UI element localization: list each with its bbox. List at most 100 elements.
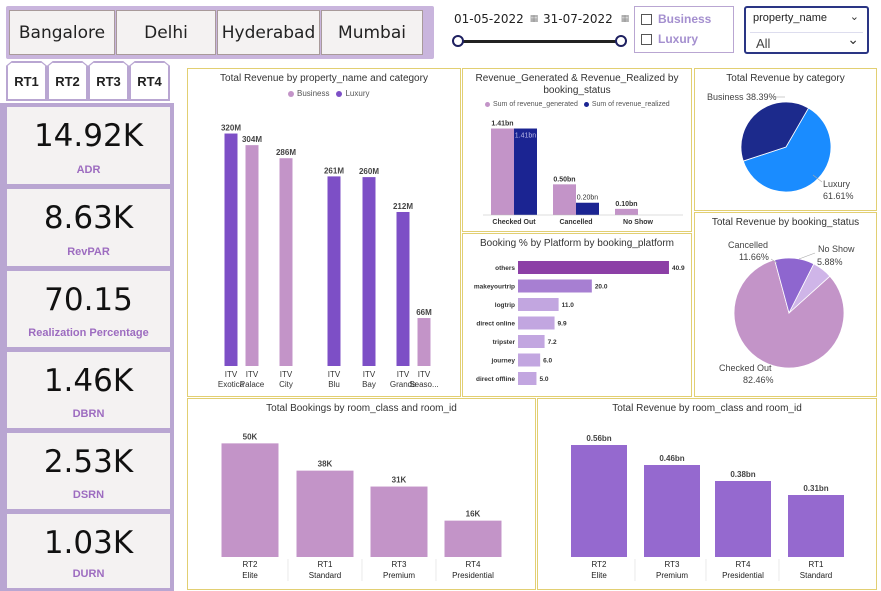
room-tab-rt4[interactable]: RT4 xyxy=(130,62,169,100)
kpi-value: 1.46K xyxy=(43,363,134,399)
chevron-down-icon[interactable]: ⌄ xyxy=(849,11,859,23)
chart-bookings-by-room[interactable]: Total Bookings by room_class and room_id… xyxy=(187,398,536,590)
dropdown-value-box[interactable]: All ⌄ xyxy=(750,31,863,51)
data-label: 50K xyxy=(243,432,258,441)
city-tab-mumbai[interactable]: Mumbai xyxy=(321,10,423,55)
pie-label: Cancelled xyxy=(728,240,768,250)
date-slicer-end[interactable]: 31-07-2022 ▦ xyxy=(543,8,629,30)
data-label: 66M xyxy=(416,308,432,317)
pie-label: Checked Out xyxy=(719,363,772,373)
date-slicer-start[interactable]: 01-05-2022 ▦ xyxy=(454,8,538,30)
chart-revenue-by-status[interactable]: Total Revenue by booking_status Checked … xyxy=(694,212,877,397)
bookings-bar-svg: 50K RT2 Elite 38K RT1 Standard 31K RT3 Premium 16… xyxy=(221,432,502,581)
chart-title: Total Revenue by category xyxy=(726,73,845,84)
pie-label: Luxury xyxy=(823,179,851,189)
category-option-luxury[interactable]: Luxury xyxy=(641,31,698,47)
axis-tick-label: ITV xyxy=(397,370,410,379)
chart-revenue-by-category[interactable]: Total Revenue by category Business 38.39… xyxy=(694,68,877,211)
revenue-bar xyxy=(224,133,238,366)
data-label: 304M xyxy=(242,135,262,144)
city-tab-bangalore[interactable]: Bangalore xyxy=(9,10,115,55)
calendar-icon[interactable]: ▦ xyxy=(529,14,539,24)
pie-leader-line xyxy=(770,258,778,264)
revenue-bar xyxy=(245,145,259,366)
platform-bar xyxy=(518,353,541,367)
category-option-business[interactable]: Business xyxy=(641,11,711,27)
axis-tick-label: direct online xyxy=(476,321,515,328)
chart-revenue-by-property[interactable]: Total Revenue by property_name and categ… xyxy=(187,68,461,397)
chart-title: Total Revenue by booking_status xyxy=(711,217,860,228)
revenue-bar xyxy=(417,318,431,366)
city-tab-delhi[interactable]: Delhi xyxy=(116,10,216,55)
data-label: 7.2 xyxy=(548,339,557,346)
end-date-text: 31-07-2022 xyxy=(543,12,613,26)
generated-bar xyxy=(553,184,576,215)
platform-bar-svg: others 40.9 makeyourtrip 20.0 logtrip 11.0 dir… xyxy=(474,261,685,385)
axis-tick-label: City xyxy=(279,380,293,389)
chart-title: Total Bookings by room_class and room_id xyxy=(266,403,457,414)
revenue-bar xyxy=(396,211,410,366)
city-slicer: Bangalore Delhi Hyderabad Mumbai xyxy=(6,6,434,59)
checkbox-icon[interactable] xyxy=(641,13,652,25)
axis-tick-label: direct offline xyxy=(476,376,515,383)
axis-tick-label: Elite xyxy=(242,571,258,580)
checkbox-icon[interactable] xyxy=(641,33,652,45)
axis-tick-label: RT1 xyxy=(809,560,825,569)
chart-generated-vs-realized[interactable]: Revenue_Generated & Revenue_Realized by … xyxy=(462,68,692,232)
data-label: 0.46bn xyxy=(659,454,684,463)
calendar-icon[interactable]: ▦ xyxy=(620,14,630,24)
axis-tick-label: logtrip xyxy=(495,302,515,309)
data-label: 9.9 xyxy=(558,321,567,328)
kpi-label: DURN xyxy=(72,568,105,580)
data-label: 11.0 xyxy=(562,302,575,309)
axis-tick-label: Grands xyxy=(390,380,416,389)
axis-tick-label: RT1 xyxy=(318,560,334,569)
pie-label: 11.66% xyxy=(739,252,769,262)
property-dropdown[interactable]: property_name ⌄ All ⌄ xyxy=(744,6,869,54)
axis-tick-label: RT4 xyxy=(736,560,752,569)
date-slider-track[interactable] xyxy=(458,40,622,43)
chart-revenue-by-room[interactable]: Total Revenue by room_class and room_id … xyxy=(537,398,877,590)
axis-tick-label: No Show xyxy=(623,219,653,226)
room-tab-rt2[interactable]: RT2 xyxy=(48,62,87,100)
room-bar xyxy=(296,470,354,557)
axis-tick-label: RT3 xyxy=(665,560,681,569)
chart-title: Revenue_Generated & Revenue_Realized by … xyxy=(475,73,679,96)
data-label: 40.9 xyxy=(672,265,685,272)
city-tab-hyderabad[interactable]: Hyderabad xyxy=(217,10,320,55)
legend-dot-generated xyxy=(485,102,490,107)
date-slider-start-handle[interactable] xyxy=(452,35,464,47)
chart-booking-platform[interactable]: Booking % by Platform by booking_platfor… xyxy=(462,233,692,397)
revenue-bar xyxy=(279,158,293,366)
realized-bar xyxy=(514,128,537,215)
kpi-card-dsrn: 2.53K DSRN xyxy=(6,432,171,510)
axis-tick-label: Palace xyxy=(240,380,265,389)
axis-tick-label: ITV xyxy=(246,370,259,379)
data-label: 5.0 xyxy=(539,376,548,383)
axis-tick-label: Elite xyxy=(591,571,607,580)
room-tab-rt1[interactable]: RT1 xyxy=(7,62,46,100)
pie-slice-checked-out xyxy=(733,259,845,369)
data-label: 0.31bn xyxy=(803,484,828,493)
axis-tick-label: tripster xyxy=(493,339,516,346)
data-label: 260M xyxy=(359,167,379,176)
axis-tick-label: others xyxy=(495,265,515,272)
pie-slice-no-show xyxy=(788,263,831,314)
data-label: 16K xyxy=(466,510,481,519)
pie-label: Business 38.39% xyxy=(707,92,777,102)
kpi-card-revpar: 8.63K RevPAR xyxy=(6,188,171,267)
axis-tick-label: Premium xyxy=(656,571,688,580)
chevron-down-icon[interactable]: ⌄ xyxy=(847,31,859,47)
dropdown-header: property_name xyxy=(753,12,827,24)
axis-tick-label: RT2 xyxy=(592,560,608,569)
status-pie-svg: Checked Out 82.46% Cancelled 11.66% No Show 5… xyxy=(719,240,855,385)
data-label: 6.0 xyxy=(543,358,552,365)
date-slider-end-handle[interactable] xyxy=(615,35,627,47)
axis-tick-label: makeyourtrip xyxy=(474,284,515,291)
room-tab-rt3[interactable]: RT3 xyxy=(89,62,128,100)
data-label: 0.10bn xyxy=(615,201,637,208)
room-revenue-bar-svg: 0.56bn RT2 Elite 0.46bn RT3 Premium 0.38bn RT4 P… xyxy=(571,434,844,581)
axis-tick-label: Premium xyxy=(383,571,415,580)
kpi-card-durn: 1.03K DURN xyxy=(6,513,171,589)
